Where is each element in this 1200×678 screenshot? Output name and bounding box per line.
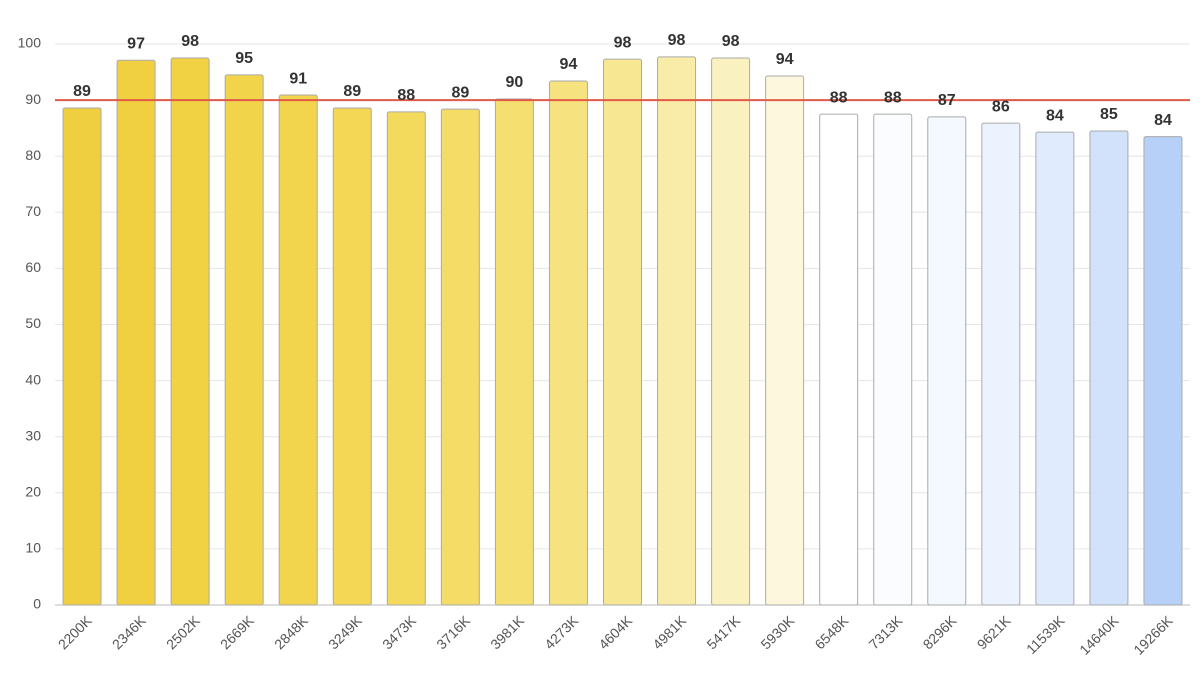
value-label: 94 [776, 51, 794, 68]
value-label: 98 [181, 33, 199, 50]
value-label: 84 [1046, 107, 1064, 124]
bar [927, 116, 967, 606]
y-tick-label: 70 [25, 203, 41, 219]
y-tick-label: 60 [25, 259, 41, 275]
x-tick-label: 2346K [109, 612, 149, 652]
x-tick-label: 5417K [703, 612, 743, 652]
value-label: 90 [506, 74, 524, 91]
x-tick-label: 9621K [974, 612, 1014, 652]
value-label: 89 [343, 83, 361, 100]
bar [1143, 136, 1183, 606]
y-tick-label: 50 [25, 315, 41, 331]
x-tick-label: 19266K [1130, 612, 1176, 658]
value-label: 98 [614, 34, 632, 51]
bar [440, 108, 480, 606]
x-tick-label: 2200K [55, 612, 95, 652]
y-tick-label: 0 [33, 596, 41, 612]
value-label: 98 [668, 32, 686, 49]
y-tick-label: 30 [25, 427, 41, 443]
x-tick-label: 3981K [487, 612, 527, 652]
x-tick-label: 8296K [920, 612, 960, 652]
x-tick-label: 14640K [1076, 612, 1122, 658]
value-label: 84 [1154, 112, 1172, 129]
bar [332, 107, 372, 606]
value-label: 98 [722, 33, 740, 50]
bar [386, 111, 426, 606]
x-tick-label: 2669K [217, 612, 257, 652]
bar [62, 107, 102, 606]
x-tick-label: 4273K [541, 612, 581, 652]
bar [1035, 131, 1075, 606]
x-tick-label: 6548K [811, 612, 851, 652]
x-tick-label: 11539K [1023, 612, 1068, 657]
y-tick-label: 40 [25, 371, 41, 387]
value-label: 88 [884, 89, 902, 106]
bar [224, 74, 264, 606]
y-tick-label: 10 [25, 540, 41, 556]
value-label: 89 [73, 83, 91, 100]
bar [1089, 130, 1129, 606]
y-tick-label: 90 [25, 91, 41, 107]
x-tick-label: 5930K [757, 612, 797, 652]
bar [170, 57, 210, 606]
value-label: 88 [397, 87, 415, 104]
y-tick-label: 20 [25, 484, 41, 500]
value-label: 95 [235, 50, 253, 67]
value-label: 88 [830, 89, 848, 106]
value-label: 91 [289, 70, 307, 87]
value-label: 94 [560, 56, 578, 73]
bar [657, 56, 697, 606]
x-tick-label: 2502K [163, 612, 203, 652]
bar [765, 75, 805, 606]
x-tick-label: 3473K [379, 612, 419, 652]
bar [548, 80, 588, 606]
bar [873, 113, 913, 606]
bar [603, 58, 642, 606]
x-tick-label: 3249K [325, 612, 365, 652]
value-label: 97 [127, 35, 145, 52]
value-label: 87 [938, 92, 956, 109]
y-tick-label: 100 [18, 35, 42, 51]
bar [278, 94, 318, 606]
x-tick-label: 4604K [595, 612, 635, 652]
x-tick-label: 3716K [433, 612, 473, 652]
value-label: 85 [1100, 106, 1118, 123]
bar [494, 98, 534, 606]
x-tick-label: 7313K [866, 612, 906, 652]
value-label: 89 [451, 84, 469, 101]
x-tick-label: 4981K [649, 612, 689, 652]
bar [819, 113, 859, 606]
bar [981, 122, 1021, 606]
bar [116, 59, 156, 606]
x-tick-label: 2848K [271, 612, 311, 652]
y-tick-label: 80 [25, 147, 41, 163]
value-label: 86 [992, 98, 1010, 115]
bar [711, 57, 751, 606]
